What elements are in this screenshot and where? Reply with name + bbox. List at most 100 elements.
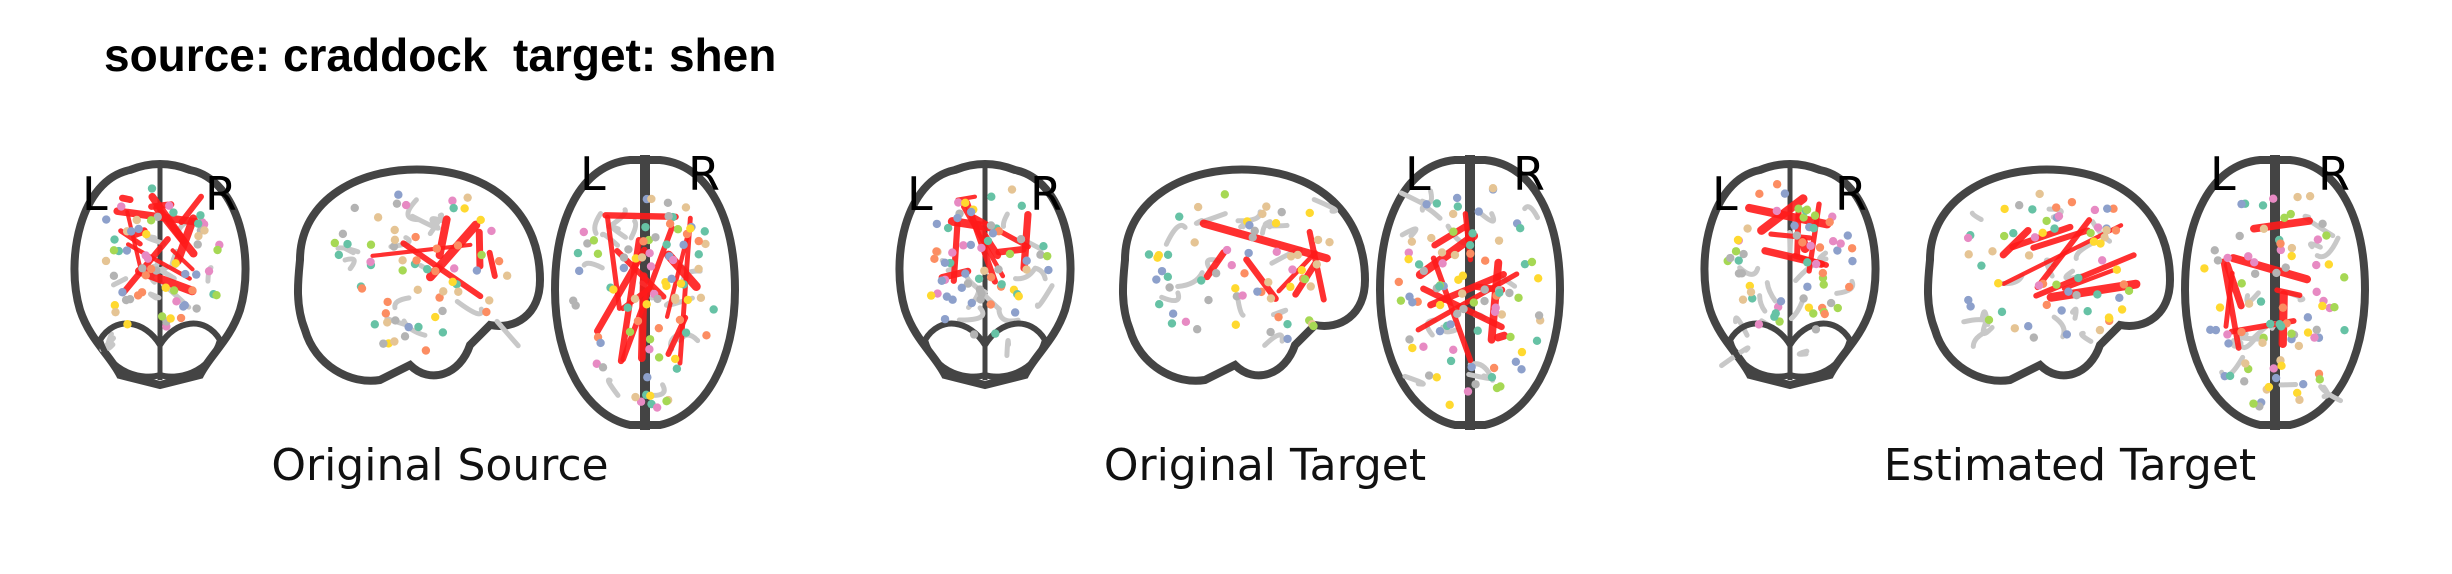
node-dot: [2030, 233, 2040, 242]
node-dot: [192, 304, 201, 313]
sulcus-line: [610, 224, 628, 240]
node-dot: [1848, 256, 1857, 266]
node-dot: [596, 338, 605, 348]
node-dot: [1153, 253, 1162, 262]
node-dot: [2286, 209, 2295, 219]
node-dot: [2312, 260, 2321, 270]
node-dot: [146, 264, 156, 274]
sulcus-line: [1163, 222, 1188, 247]
node-dot: [193, 240, 202, 249]
node-dot: [1396, 296, 1406, 305]
node-dot: [948, 248, 957, 257]
node-dot: [401, 200, 411, 210]
node-dot: [485, 296, 494, 305]
node-dot: [2256, 297, 2266, 306]
node-dot: [157, 312, 167, 321]
node-dot: [2318, 219, 2327, 228]
node-dot: [662, 396, 671, 406]
node-dot: [1517, 347, 1527, 357]
node-dot: [1496, 382, 1505, 391]
node-dot: [625, 327, 635, 337]
node-dot: [2109, 204, 2118, 213]
node-dot: [579, 227, 588, 237]
node-dot: [1010, 308, 1020, 317]
node-dot: [1825, 217, 1834, 227]
node-dot: [142, 229, 151, 239]
node-dot: [976, 295, 985, 304]
node-dot: [1471, 380, 1480, 389]
connection-edge: [604, 214, 622, 311]
node-dot: [1286, 252, 1296, 261]
node-dot: [161, 283, 170, 292]
node-dot: [2200, 264, 2209, 273]
connection-edge: [1415, 231, 1479, 280]
node-dot: [1511, 357, 1521, 366]
node-dot: [1325, 237, 1334, 247]
node-dot: [1480, 256, 1490, 265]
sulcus-line: [1311, 197, 1339, 214]
node-dot: [997, 280, 1006, 289]
node-dot: [2119, 280, 2129, 289]
node-dot: [1039, 241, 1048, 251]
node-dot: [652, 403, 662, 412]
node-dot: [571, 301, 580, 310]
node-dot: [2330, 303, 2339, 312]
node-dot: [961, 269, 970, 278]
connection-edge: [602, 212, 679, 220]
node-dot: [1964, 295, 1973, 305]
node-dot: [390, 235, 400, 245]
node-dot: [123, 320, 132, 329]
node-dot: [146, 216, 156, 225]
panel-label: Original Target: [1103, 440, 1427, 491]
node-dot: [2303, 313, 2313, 322]
connection-edge: [486, 249, 498, 279]
node-dot: [1964, 250, 1973, 259]
node-dot: [111, 307, 120, 317]
node-dot: [2117, 305, 2127, 314]
node-dot: [1313, 235, 1323, 245]
node-dot: [2340, 273, 2349, 282]
node-dot: [1966, 302, 1975, 311]
connection-edge: [1243, 256, 1279, 302]
connection-edge: [1276, 250, 1318, 294]
node-dot: [2062, 330, 2072, 339]
node-dot: [2090, 205, 2100, 215]
node-dot: [645, 249, 654, 258]
node-dot: [2089, 237, 2099, 246]
node-dot: [413, 285, 422, 295]
node-dot: [476, 215, 485, 225]
node-dot: [330, 238, 340, 248]
connection-edge: [1745, 203, 1832, 229]
node-dot: [2052, 280, 2061, 289]
node-dot: [2241, 359, 2250, 368]
node-dot: [1445, 400, 1454, 410]
node-dot: [1994, 279, 2003, 288]
sulcus-line: [454, 299, 485, 317]
sulcus-line: [335, 245, 361, 255]
connection-edge: [1199, 219, 1331, 263]
node-dot: [412, 256, 421, 265]
node-dot: [2268, 194, 2278, 203]
node-dot: [1811, 259, 1821, 269]
node-dot: [957, 283, 966, 293]
node-dot: [176, 313, 186, 323]
node-dot: [2009, 228, 2018, 238]
node-dot: [334, 250, 344, 260]
node-dot: [2206, 325, 2215, 335]
node-dot: [1192, 325, 1202, 334]
node-dot: [453, 241, 463, 250]
node-dot: [1394, 277, 1403, 287]
node-dot: [1532, 336, 1542, 346]
connection-edge: [1494, 331, 1509, 342]
sulcus-line: [1159, 290, 1182, 304]
node-dot: [421, 346, 431, 355]
sulcus-line: [2321, 384, 2330, 399]
node-dot: [977, 243, 986, 253]
node-dot: [1163, 250, 1173, 259]
node-dot: [1157, 266, 1167, 276]
node-dot: [1459, 304, 1468, 314]
connection-edge: [2061, 268, 2115, 291]
node-dot: [926, 291, 936, 300]
sulcus-line: [1980, 320, 1995, 336]
